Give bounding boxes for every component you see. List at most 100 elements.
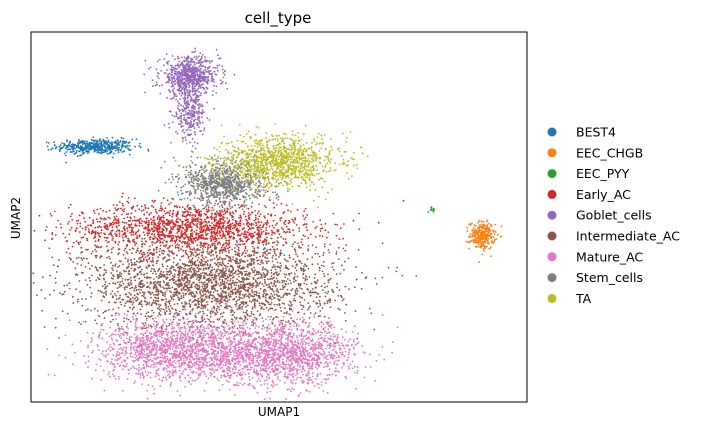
data-point — [111, 147, 114, 150]
data-point — [145, 317, 148, 320]
data-point — [127, 220, 130, 222]
data-point — [123, 270, 126, 273]
data-point — [271, 231, 274, 234]
data-point — [80, 323, 82, 325]
data-point — [94, 144, 97, 146]
data-point — [215, 281, 218, 284]
data-point — [144, 204, 146, 207]
data-point — [253, 219, 256, 222]
data-point — [140, 210, 143, 212]
data-point — [187, 94, 189, 97]
data-point — [164, 284, 167, 286]
data-point — [180, 104, 183, 107]
data-point — [194, 285, 197, 288]
data-point — [159, 247, 162, 250]
data-point — [194, 74, 197, 77]
data-point — [123, 249, 126, 252]
data-point — [254, 214, 257, 217]
data-point — [282, 228, 284, 231]
data-point — [164, 236, 167, 239]
data-point — [290, 282, 292, 285]
data-point — [104, 233, 106, 236]
data-point — [169, 220, 172, 223]
data-point — [69, 258, 72, 261]
data-point — [196, 156, 199, 159]
data-point — [146, 259, 148, 262]
data-point — [53, 210, 56, 213]
data-point — [231, 222, 234, 225]
data-point — [206, 225, 209, 228]
data-point — [71, 151, 74, 153]
data-point — [169, 210, 172, 212]
data-point — [295, 253, 297, 256]
data-point — [158, 254, 161, 256]
data-point — [212, 291, 215, 294]
data-point — [171, 244, 174, 247]
data-point — [248, 226, 251, 229]
data-point — [314, 312, 317, 314]
data-point — [485, 228, 488, 230]
data-point — [260, 228, 262, 231]
data-point — [232, 232, 235, 235]
data-point — [183, 241, 186, 244]
data-point — [202, 71, 205, 74]
data-point — [172, 298, 175, 301]
data-point — [201, 133, 204, 136]
data-point — [201, 105, 204, 108]
data-point — [198, 119, 200, 122]
data-point — [116, 290, 119, 293]
data-point — [277, 236, 279, 239]
data-point — [177, 276, 180, 279]
data-point — [292, 299, 295, 302]
data-point — [90, 141, 93, 144]
data-point — [174, 64, 177, 67]
data-point — [205, 210, 208, 213]
data-point — [194, 101, 197, 104]
data-point — [85, 226, 88, 229]
data-point — [324, 229, 327, 232]
data-point — [226, 279, 229, 282]
data-point — [101, 148, 104, 151]
data-point — [242, 281, 245, 283]
data-point — [180, 289, 183, 292]
data-point — [199, 244, 202, 247]
data-point — [70, 226, 73, 229]
data-point — [262, 324, 264, 327]
data-point — [226, 210, 229, 213]
data-point — [477, 228, 479, 230]
data-point — [201, 300, 204, 303]
data-point — [160, 202, 163, 205]
data-point — [169, 310, 172, 313]
data-point — [129, 293, 132, 296]
data-point — [221, 65, 224, 68]
data-point — [121, 230, 124, 233]
data-points — [32, 47, 503, 401]
data-point — [324, 295, 327, 298]
data-point — [216, 234, 219, 237]
data-point — [157, 215, 160, 217]
data-point — [240, 217, 243, 219]
data-point — [244, 245, 247, 248]
data-point — [77, 241, 80, 244]
data-point — [191, 145, 194, 148]
data-point — [321, 227, 324, 230]
data-point — [201, 256, 204, 259]
data-point — [163, 124, 166, 127]
data-point — [103, 317, 106, 319]
data-point — [232, 314, 234, 316]
data-point — [304, 216, 307, 219]
data-point — [487, 234, 490, 237]
data-point — [165, 218, 168, 221]
data-point — [193, 87, 196, 90]
data-point — [58, 145, 61, 148]
data-point — [267, 232, 270, 235]
data-point — [194, 131, 196, 134]
data-point — [169, 229, 172, 232]
data-point — [184, 215, 187, 218]
data-point — [218, 224, 221, 226]
data-point — [203, 221, 205, 223]
data-point — [127, 239, 129, 242]
data-point — [228, 273, 231, 276]
data-point — [213, 276, 216, 279]
data-point — [147, 254, 150, 257]
